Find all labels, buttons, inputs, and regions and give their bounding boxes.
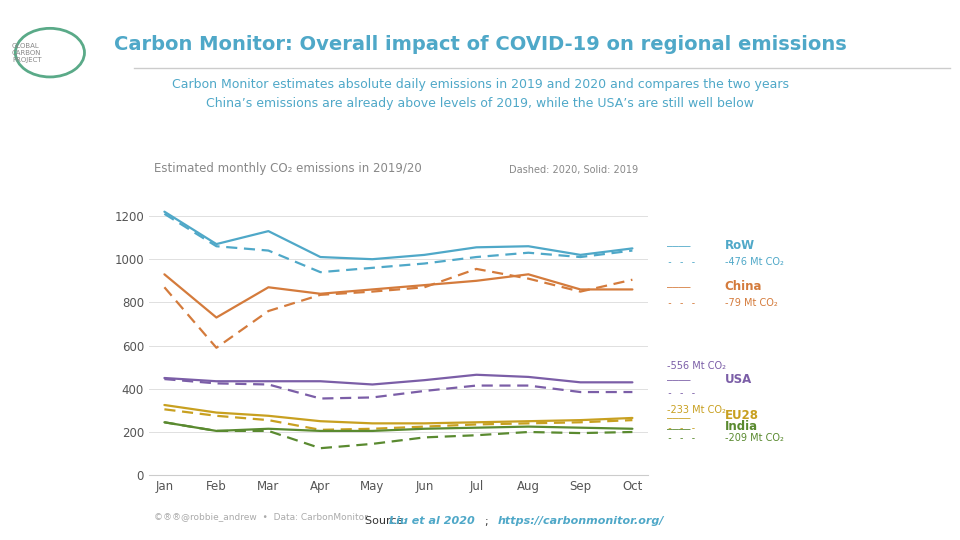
Text: Carbon Monitor estimates absolute daily emissions in 2019 and 2020 and compares : Carbon Monitor estimates absolute daily … [172,78,788,91]
Text: ————: ———— [667,424,690,434]
Text: -556 Mt CO₂: -556 Mt CO₂ [667,361,726,371]
Text: EU28: EU28 [725,409,758,422]
Text: USA: USA [725,373,752,386]
Text: -476 Mt CO₂: -476 Mt CO₂ [725,257,783,267]
Text: Dashed: 2020, Solid: 2019: Dashed: 2020, Solid: 2019 [509,165,638,175]
Text: RoW: RoW [725,239,755,252]
Text: - - -: - - - [667,298,697,308]
Text: ————: ———— [667,241,690,251]
Text: https://carbonmonitor.org/: https://carbonmonitor.org/ [497,516,663,526]
Text: China’s emissions are already above levels of 2019, while the USA’s are still we: China’s emissions are already above leve… [206,97,754,110]
Text: Estimated monthly CO₂ emissions in 2019/20: Estimated monthly CO₂ emissions in 2019/… [154,162,421,175]
Text: -209 Mt CO₂: -209 Mt CO₂ [725,434,783,443]
Text: - - -: - - - [667,423,697,433]
Text: Source:: Source: [365,516,410,526]
Text: ————: ———— [667,375,690,384]
Text: ;: ; [485,516,492,526]
Text: ————: ———— [667,413,690,423]
Text: - - -: - - - [667,434,697,443]
Text: Liu et al 2020: Liu et al 2020 [389,516,474,526]
Text: ©®®@robbie_andrew  •  Data: CarbonMonitor: ©®®@robbie_andrew • Data: CarbonMonitor [154,512,368,521]
Text: China: China [725,280,762,293]
Text: ————: ———— [667,282,690,292]
Text: India: India [725,420,758,433]
Text: -79 Mt CO₂: -79 Mt CO₂ [725,298,778,308]
Text: Carbon Monitor: Overall impact of COVID-19 on regional emissions: Carbon Monitor: Overall impact of COVID-… [113,35,847,54]
Text: - - -: - - - [667,257,697,267]
Text: -233 Mt CO₂: -233 Mt CO₂ [667,405,726,415]
Text: GLOBAL
CARBON
PROJECT: GLOBAL CARBON PROJECT [12,43,41,63]
Text: - - -: - - - [667,388,697,398]
